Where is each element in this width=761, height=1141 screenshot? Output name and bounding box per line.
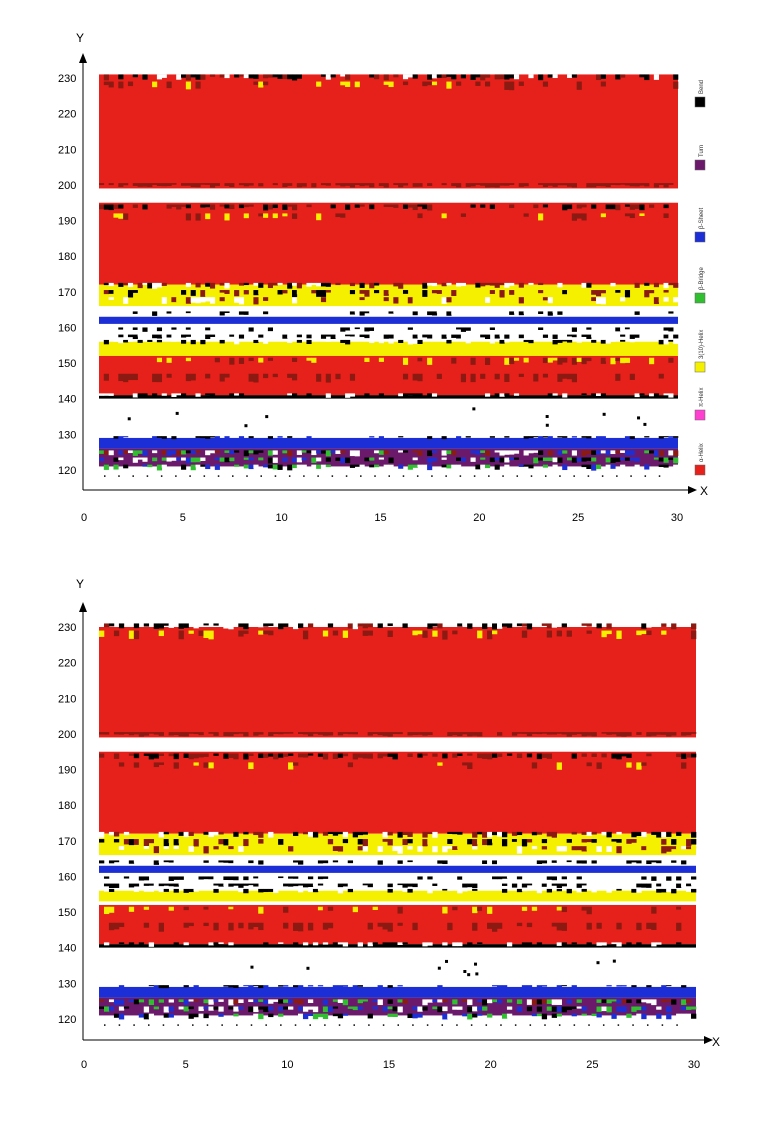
x-tick-label: 5 xyxy=(183,1059,189,1071)
y-tick-label: 230 xyxy=(58,622,76,634)
y-axis-arrow xyxy=(79,53,87,63)
y-tick-label: 140 xyxy=(58,394,76,406)
x-tick-label: 10 xyxy=(276,512,288,524)
legend-label: 3(10)-Helix xyxy=(699,330,705,359)
y-tick-label: 140 xyxy=(58,943,76,955)
y-tick-label: 210 xyxy=(58,693,76,705)
y-tick-label: 230 xyxy=(58,73,76,85)
legend-label: π-Helix xyxy=(699,388,705,407)
y-tick-label: 170 xyxy=(58,287,76,299)
band--helix-0 xyxy=(99,627,696,738)
band-3-10-helix-4 xyxy=(99,890,696,902)
y-tick-label: 150 xyxy=(58,358,76,370)
legend: Bend Turn β-Sheet β-Bridge 3(10)-Helix π-Heli… xyxy=(694,80,706,476)
y-tick-label: 220 xyxy=(58,658,76,670)
x-axis-label: X xyxy=(712,1035,720,1049)
x-tick-label: 25 xyxy=(572,512,584,524)
x-tick-label: 10 xyxy=(281,1059,293,1071)
y-tick-label: 120 xyxy=(58,1014,76,1026)
x-tick-label: 0 xyxy=(81,512,87,524)
band--sheet-7 xyxy=(99,986,696,998)
y-tick-label: 210 xyxy=(58,144,76,156)
y-axis-arrow xyxy=(79,602,87,612)
legend-swatch xyxy=(694,361,706,373)
band--sheet-3 xyxy=(99,316,678,324)
y-tick-label: 130 xyxy=(58,429,76,441)
bottom-panel: X Y 120 130 140 150 160 170 180 190 200 210 220 230 0 5… xyxy=(58,577,720,1071)
legend-swatch xyxy=(694,231,706,243)
y-tick-label: 170 xyxy=(58,836,76,848)
x-tick-label: 30 xyxy=(671,512,683,524)
band-3-10-helix-4 xyxy=(99,341,678,356)
y-tick-label: 190 xyxy=(58,765,76,777)
x-tick-label: 20 xyxy=(473,512,485,524)
legend-label: α-Helix xyxy=(699,443,705,462)
x-axis-label: X xyxy=(700,484,708,498)
x-tick-label: 0 xyxy=(81,1059,87,1071)
legend-swatch xyxy=(694,464,706,476)
band--sheet-3 xyxy=(99,865,696,873)
y-tick-label: 190 xyxy=(58,216,76,228)
x-tick-label: 15 xyxy=(383,1059,395,1071)
band-bend-6 xyxy=(99,395,678,399)
x-tick-label: 30 xyxy=(688,1059,700,1071)
band--helix-1 xyxy=(99,751,696,834)
legend-label: Turn xyxy=(699,145,705,157)
legend-label: β-Sheet xyxy=(699,208,705,229)
y-axis-label: Y xyxy=(76,31,84,45)
x-tick-label: 15 xyxy=(374,512,386,524)
legend-swatch xyxy=(694,96,706,108)
y-tick-label: 150 xyxy=(58,907,76,919)
x-axis-arrow xyxy=(688,486,697,494)
legend-swatch xyxy=(694,292,706,304)
x-tick-label: 5 xyxy=(180,512,186,524)
x-tick-label: 20 xyxy=(485,1059,497,1071)
x-tick-label: 25 xyxy=(586,1059,598,1071)
y-axis-label: Y xyxy=(76,577,84,591)
legend-swatch xyxy=(694,409,706,421)
y-tick-label: 200 xyxy=(58,729,76,741)
band-texture xyxy=(99,74,679,477)
y-tick-label: 180 xyxy=(58,800,76,812)
legend-label: Bend xyxy=(699,80,705,94)
y-tick-label: 120 xyxy=(58,465,76,477)
band-texture xyxy=(99,623,697,1026)
y-tick-label: 220 xyxy=(58,109,76,121)
y-tick-label: 160 xyxy=(58,871,76,883)
y-tick-label: 160 xyxy=(58,322,76,334)
y-tick-label: 180 xyxy=(58,251,76,263)
top-panel: X Y 120 130 140 150 160 170 180 190 200 210 220 230 0 5… xyxy=(58,31,708,524)
band--sheet-7 xyxy=(99,437,678,449)
x-axis-arrow xyxy=(704,1036,713,1044)
band--helix-0 xyxy=(99,74,678,189)
legend-swatch xyxy=(694,159,706,171)
legend-label: β-Bridge xyxy=(699,267,705,290)
y-tick-label: 130 xyxy=(58,978,76,990)
y-tick-label: 200 xyxy=(58,180,76,192)
